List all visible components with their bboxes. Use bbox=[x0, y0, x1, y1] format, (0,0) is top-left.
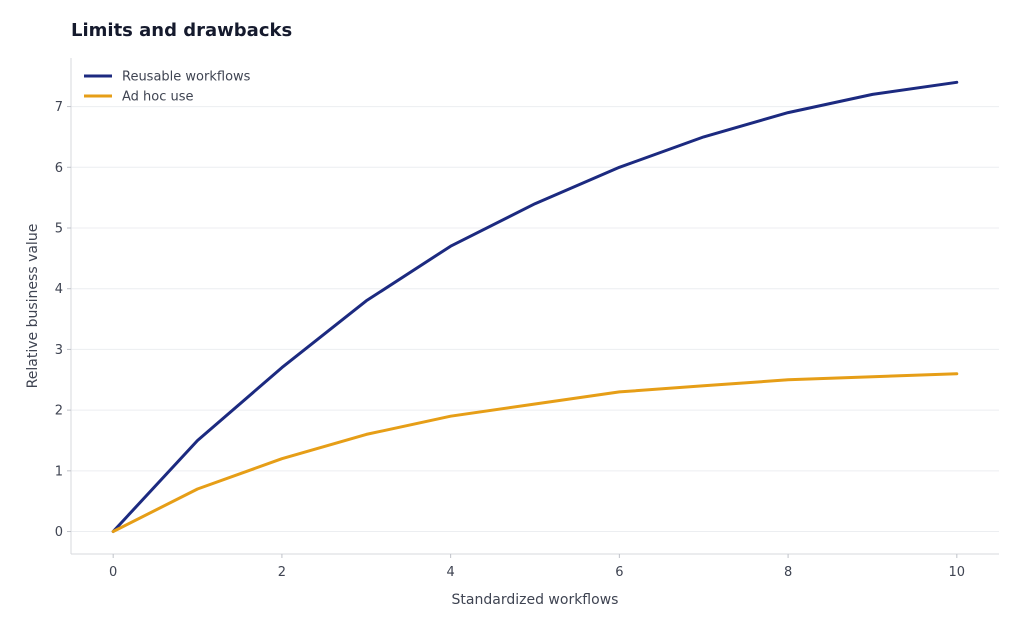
y-tick-label: 3 bbox=[55, 343, 63, 358]
series-line-ad-hoc-use bbox=[111, 372, 959, 533]
y-tick-label: 0 bbox=[55, 525, 63, 540]
y-tick-label: 4 bbox=[55, 282, 63, 297]
x-tick-label: 4 bbox=[446, 565, 454, 580]
chart-title: Limits and drawbacks bbox=[71, 20, 293, 41]
y-tick-label: 5 bbox=[55, 221, 63, 236]
y-tick-label: 6 bbox=[55, 161, 63, 176]
y-tick-label: 1 bbox=[55, 464, 63, 479]
x-tick-label: 6 bbox=[615, 565, 623, 580]
y-tick-label: 7 bbox=[55, 100, 63, 115]
x-tick-label: 8 bbox=[784, 565, 792, 580]
x-tick-label: 0 bbox=[109, 565, 117, 580]
x-tick-label: 10 bbox=[949, 565, 966, 580]
x-tick-label: 2 bbox=[278, 565, 286, 580]
legend-label: Reusable workflows bbox=[122, 70, 251, 85]
y-axis-title: Relative business value bbox=[25, 224, 41, 389]
legend-label: Ad hoc use bbox=[122, 90, 194, 105]
x-axis-title: Standardized workflows bbox=[452, 592, 619, 608]
y-tick-label: 2 bbox=[55, 404, 63, 419]
series-line-reusable-workflows bbox=[111, 80, 959, 533]
